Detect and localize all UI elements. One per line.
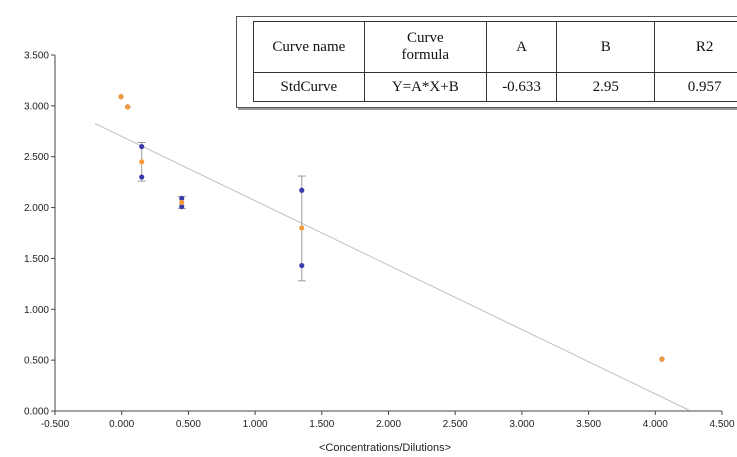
y-tick-label: 2.500: [24, 152, 49, 163]
axes: [54, 55, 722, 412]
error-bars-layer: [137, 141, 306, 282]
curve-formula-table: Curve name Curve formula A B R2 StdCurve…: [236, 16, 737, 108]
x-axis-ticks: -0.500 0.000 0.500 1.000 1.500 2.000 2.500 3.00…: [41, 411, 735, 430]
y-axis-ticks: 0.000 0.500 1.000 1.500 2.000 2.500 3.000 3.500: [24, 51, 55, 418]
trend-line: [94, 123, 689, 411]
x-tick-label: 3.000: [509, 419, 534, 430]
y-tick-label: 3.000: [24, 101, 49, 112]
replicate-point: [299, 187, 305, 193]
mean-point: [125, 104, 131, 110]
cell-curve-formula: Y=A*X+B: [363, 72, 487, 102]
header-curve-name: Curve name: [253, 21, 365, 73]
x-tick-label: 3.500: [576, 419, 601, 430]
mean-point: [139, 159, 145, 165]
x-tick-label: 4.500: [709, 419, 734, 430]
cell-curve-name: StdCurve: [253, 72, 365, 102]
x-tick-label: 4.000: [643, 419, 668, 430]
cell-r2: 0.957: [654, 72, 737, 102]
header-curve-formula: Curve formula: [363, 21, 487, 73]
x-tick-label: 1.000: [243, 419, 268, 430]
header-r2: R2: [654, 21, 737, 73]
x-tick-label: 1.500: [309, 419, 334, 430]
y-tick-label: 3.500: [24, 51, 49, 62]
mean-point: [179, 199, 185, 206]
replicate-point: [139, 174, 145, 180]
y-tick-label: 0.000: [24, 407, 49, 418]
header-curve-formula-line2: formula: [401, 47, 450, 63]
x-tick-label: 2.500: [443, 419, 468, 430]
x-tick-label: 2.000: [376, 419, 401, 430]
y-tick-label: 1.000: [24, 305, 49, 316]
y-tick-label: 2.000: [24, 203, 49, 214]
mean-point: [659, 356, 665, 362]
mean-point: [118, 94, 124, 100]
table-row: StdCurve Y=A*X+B -0.633 2.95 0.957: [253, 72, 737, 102]
cell-b: 2.95: [556, 72, 656, 102]
header-b: B: [556, 21, 656, 73]
curve-table: Curve name Curve formula A B R2 StdCurve…: [253, 21, 737, 102]
replicate-point: [179, 195, 185, 202]
x-axis-title: <Concentrations/Dilutions>: [319, 442, 451, 454]
replicate-point: [299, 262, 305, 269]
x-tick-label: 0.000: [109, 419, 134, 430]
y-tick-label: 1.500: [24, 254, 49, 265]
trend-line-layer: [94, 123, 689, 411]
header-a: A: [485, 21, 558, 73]
y-tick-label: 0.500: [24, 356, 49, 367]
replicate-point: [139, 143, 145, 150]
x-tick-label: -0.500: [41, 419, 70, 430]
data-points-layer: [118, 94, 665, 362]
header-curve-formula-line1: Curve: [406, 30, 444, 46]
x-tick-label: 0.500: [176, 419, 201, 430]
replicate-point: [179, 203, 185, 210]
table-header-row: Curve name Curve formula A B R2: [253, 21, 737, 73]
cell-a: -0.633: [485, 72, 558, 102]
mean-point: [299, 225, 305, 231]
